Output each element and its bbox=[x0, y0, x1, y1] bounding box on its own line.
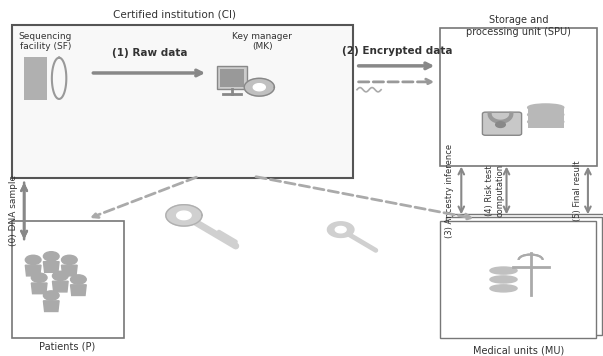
Polygon shape bbox=[25, 265, 41, 276]
Ellipse shape bbox=[528, 111, 564, 118]
Circle shape bbox=[62, 255, 77, 265]
Text: (0) DNA sample: (0) DNA sample bbox=[9, 175, 17, 246]
Text: Medical units (MU): Medical units (MU) bbox=[473, 345, 564, 355]
FancyBboxPatch shape bbox=[528, 114, 564, 121]
Ellipse shape bbox=[490, 285, 517, 292]
FancyBboxPatch shape bbox=[12, 221, 124, 338]
FancyBboxPatch shape bbox=[217, 66, 247, 89]
FancyBboxPatch shape bbox=[220, 69, 244, 87]
FancyBboxPatch shape bbox=[440, 221, 596, 338]
Text: (2) Encrypted data: (2) Encrypted data bbox=[341, 46, 452, 56]
Circle shape bbox=[25, 255, 41, 265]
Polygon shape bbox=[177, 211, 191, 220]
Circle shape bbox=[496, 122, 505, 127]
Polygon shape bbox=[335, 226, 346, 233]
Polygon shape bbox=[43, 262, 59, 272]
Polygon shape bbox=[71, 285, 86, 295]
FancyBboxPatch shape bbox=[452, 214, 603, 331]
Text: (4) Risk test
computation: (4) Risk test computation bbox=[485, 164, 504, 217]
Ellipse shape bbox=[490, 276, 517, 283]
Polygon shape bbox=[253, 84, 265, 91]
FancyBboxPatch shape bbox=[12, 25, 353, 178]
Polygon shape bbox=[31, 283, 47, 294]
Polygon shape bbox=[52, 281, 68, 292]
FancyBboxPatch shape bbox=[482, 112, 522, 135]
Circle shape bbox=[71, 275, 86, 284]
Text: Storage and
processing unit (SPU): Storage and processing unit (SPU) bbox=[466, 15, 571, 37]
Text: Key manager
(MK): Key manager (MK) bbox=[232, 32, 292, 51]
FancyBboxPatch shape bbox=[446, 217, 602, 335]
Circle shape bbox=[31, 273, 47, 282]
Polygon shape bbox=[62, 265, 77, 276]
Text: Certified institution (CI): Certified institution (CI) bbox=[113, 9, 236, 19]
Polygon shape bbox=[166, 205, 202, 226]
Text: Sequencing
facility (SF): Sequencing facility (SF) bbox=[19, 32, 72, 51]
Ellipse shape bbox=[490, 267, 517, 274]
Text: (1) Raw data: (1) Raw data bbox=[112, 48, 188, 58]
FancyBboxPatch shape bbox=[528, 121, 564, 128]
Circle shape bbox=[52, 271, 68, 281]
Polygon shape bbox=[43, 301, 59, 312]
Text: (3) Ancestry inference: (3) Ancestry inference bbox=[445, 143, 453, 237]
Polygon shape bbox=[244, 78, 274, 96]
Ellipse shape bbox=[528, 104, 564, 111]
Text: (5) Final result: (5) Final result bbox=[573, 160, 581, 221]
Circle shape bbox=[43, 252, 59, 261]
Text: Patients (P): Patients (P) bbox=[39, 342, 96, 352]
Ellipse shape bbox=[528, 118, 564, 125]
FancyBboxPatch shape bbox=[440, 28, 597, 166]
FancyBboxPatch shape bbox=[528, 107, 564, 114]
Polygon shape bbox=[327, 222, 354, 237]
Circle shape bbox=[43, 291, 59, 300]
FancyBboxPatch shape bbox=[24, 57, 47, 100]
